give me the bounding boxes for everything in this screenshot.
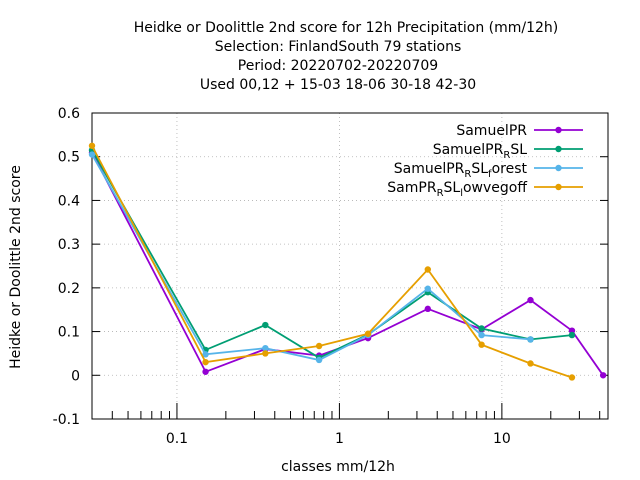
legend: SamuelPR SamuelPRRSLSamuelPRRSLforestSamP…	[387, 123, 583, 199]
data-point	[527, 360, 534, 367]
y-axis-label: Heidke or Doolittle 2nd score	[8, 165, 24, 369]
title-line-2: Selection: FinlandSouth 79 stations	[215, 39, 462, 55]
ticks: -0.1 0 0.1 0.2 0.3 0.4 0.5 0.6 0.1 1 10	[53, 106, 608, 447]
y-tick-label: 0.4	[58, 193, 80, 209]
legend-entry-2: SamuelPRRSL	[433, 142, 583, 161]
y-tick-label: 0.6	[58, 106, 80, 122]
x-tick-label: 1	[335, 431, 344, 447]
x-tick-label: 0.1	[166, 431, 188, 447]
series-group	[88, 142, 607, 381]
data-point	[315, 342, 323, 350]
series-line	[91, 151, 604, 376]
legend-label: SamPRRSLlowvegoff	[387, 180, 527, 199]
data-point	[527, 336, 534, 343]
series-line	[91, 154, 531, 361]
legend-label: SamuelPRRSLforest	[394, 161, 528, 180]
legend-swatch-point	[555, 183, 562, 191]
data-point	[599, 372, 607, 379]
chart-title: Heidke or Doolittle 2nd score for 12h Pr…	[134, 20, 559, 93]
y-tick-label: 0.5	[58, 150, 80, 166]
data-point	[88, 142, 96, 149]
title-line-4: Used 00,12 + 15-03 18-06 30-18 42-30	[200, 77, 476, 93]
legend-entry-1: SamuelPR	[456, 123, 583, 139]
data-point	[527, 296, 534, 304]
y-tick-label: -0.1	[53, 412, 80, 428]
data-point	[424, 305, 432, 313]
data-point	[262, 350, 269, 357]
data-point	[424, 266, 432, 273]
y-tick-label: 0	[71, 368, 80, 384]
data-point	[478, 325, 485, 332]
data-point	[88, 151, 96, 158]
data-point	[364, 330, 372, 337]
y-tick-label: 0.1	[58, 325, 80, 341]
data-point	[568, 374, 576, 381]
axes	[91, 112, 609, 420]
data-point	[262, 321, 269, 329]
data-point	[424, 285, 432, 292]
series-4	[88, 142, 576, 381]
legend-swatch-point	[555, 145, 562, 153]
data-point	[478, 341, 485, 348]
grid	[92, 112, 608, 420]
data-point	[315, 356, 323, 364]
data-point	[568, 331, 576, 339]
legend-entry-4: SamPRRSLlowvegoff	[387, 180, 583, 199]
data-point	[202, 358, 209, 366]
y-tick-label: 0.3	[58, 237, 80, 253]
data-point	[202, 368, 209, 375]
legend-swatch-point	[555, 164, 562, 172]
legend-swatch-point	[555, 126, 562, 134]
title-line-3: Period: 20220702-20220709	[238, 58, 438, 74]
legend-label: SamuelPRRSL	[433, 142, 527, 161]
x-axis-label: classes mm/12h	[281, 459, 395, 475]
plot-frame	[91, 112, 609, 420]
y-tick-label: 0.2	[58, 281, 80, 297]
data-point	[202, 351, 209, 358]
legend-label: SamuelPR	[456, 123, 527, 139]
data-point	[478, 331, 485, 339]
legend-entry-3: SamuelPRRSLforest	[394, 161, 583, 180]
x-tick-label: 10	[493, 431, 511, 447]
data-point	[568, 327, 576, 334]
data-point	[262, 344, 269, 352]
title-line-1: Heidke or Doolittle 2nd score for 12h Pr…	[134, 20, 559, 36]
